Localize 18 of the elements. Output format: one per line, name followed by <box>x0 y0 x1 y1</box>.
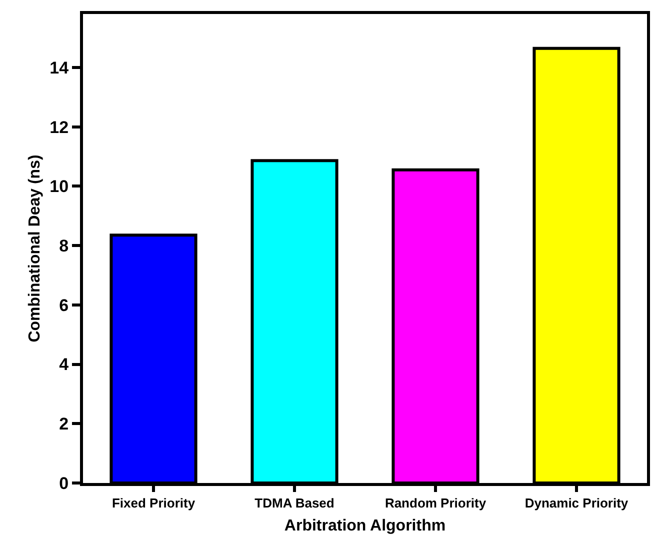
y-tick-label: 0 <box>59 474 69 493</box>
x-tick-label: Dynamic Priority <box>524 496 629 511</box>
y-tick-label: 4 <box>59 355 70 374</box>
y-tick-label: 2 <box>59 414 69 434</box>
y-axis-title: Combinational Deay (ns) <box>26 154 44 342</box>
x-tick-label: Random Priority <box>384 496 487 511</box>
y-tick-label: 12 <box>50 118 69 137</box>
y-tick-label: 6 <box>59 296 69 315</box>
bar <box>392 168 480 483</box>
bar <box>532 46 620 483</box>
x-axis-title: Arbitration Algorithm <box>284 517 446 534</box>
y-tick-label: 8 <box>59 236 69 256</box>
x-tick-label: Fixed Priority <box>112 496 196 511</box>
y-tick-label: 14 <box>50 58 70 78</box>
bar <box>250 159 338 483</box>
y-tick-label: 10 <box>50 177 69 196</box>
bar <box>110 234 198 483</box>
x-tick-label: TDMA Based <box>254 496 334 511</box>
